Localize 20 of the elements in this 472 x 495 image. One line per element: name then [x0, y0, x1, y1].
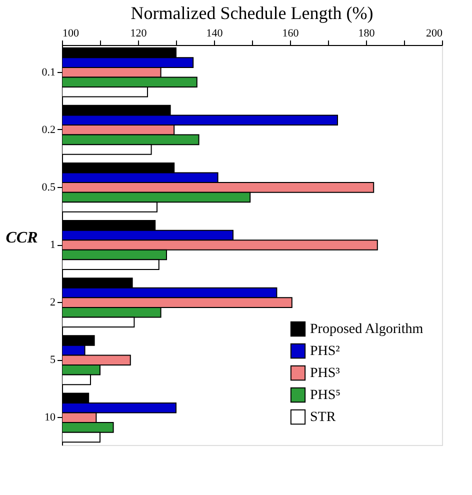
- x-tick-label: 120: [130, 28, 148, 40]
- x-tick-label: 160: [282, 28, 300, 40]
- y-tick-label: 10: [44, 412, 56, 424]
- legend-label: PHS²: [310, 344, 340, 359]
- y-tick-label: 5: [50, 354, 56, 366]
- x-tick-label: 140: [206, 28, 224, 40]
- legend-label: Proposed Algorithm: [310, 322, 424, 337]
- y-tick-label: 0.2: [42, 124, 56, 136]
- y-axis-title: CCR: [6, 230, 38, 246]
- legend-label: PHS⁵: [310, 388, 341, 403]
- x-tick-label: 200: [426, 28, 443, 40]
- y-tick-label: 0.5: [42, 181, 56, 194]
- y-tick-label: 2: [50, 296, 56, 309]
- y-tick-label: 1: [50, 239, 56, 251]
- y-tick-label: 0.1: [42, 66, 56, 78]
- legend-label: PHS³: [310, 366, 340, 381]
- legend-label: STR: [310, 410, 336, 425]
- chart-title: Normalized Schedule Length (%): [130, 3, 374, 23]
- x-tick-label: 180: [358, 28, 376, 40]
- x-tick-label: 100: [62, 28, 80, 40]
